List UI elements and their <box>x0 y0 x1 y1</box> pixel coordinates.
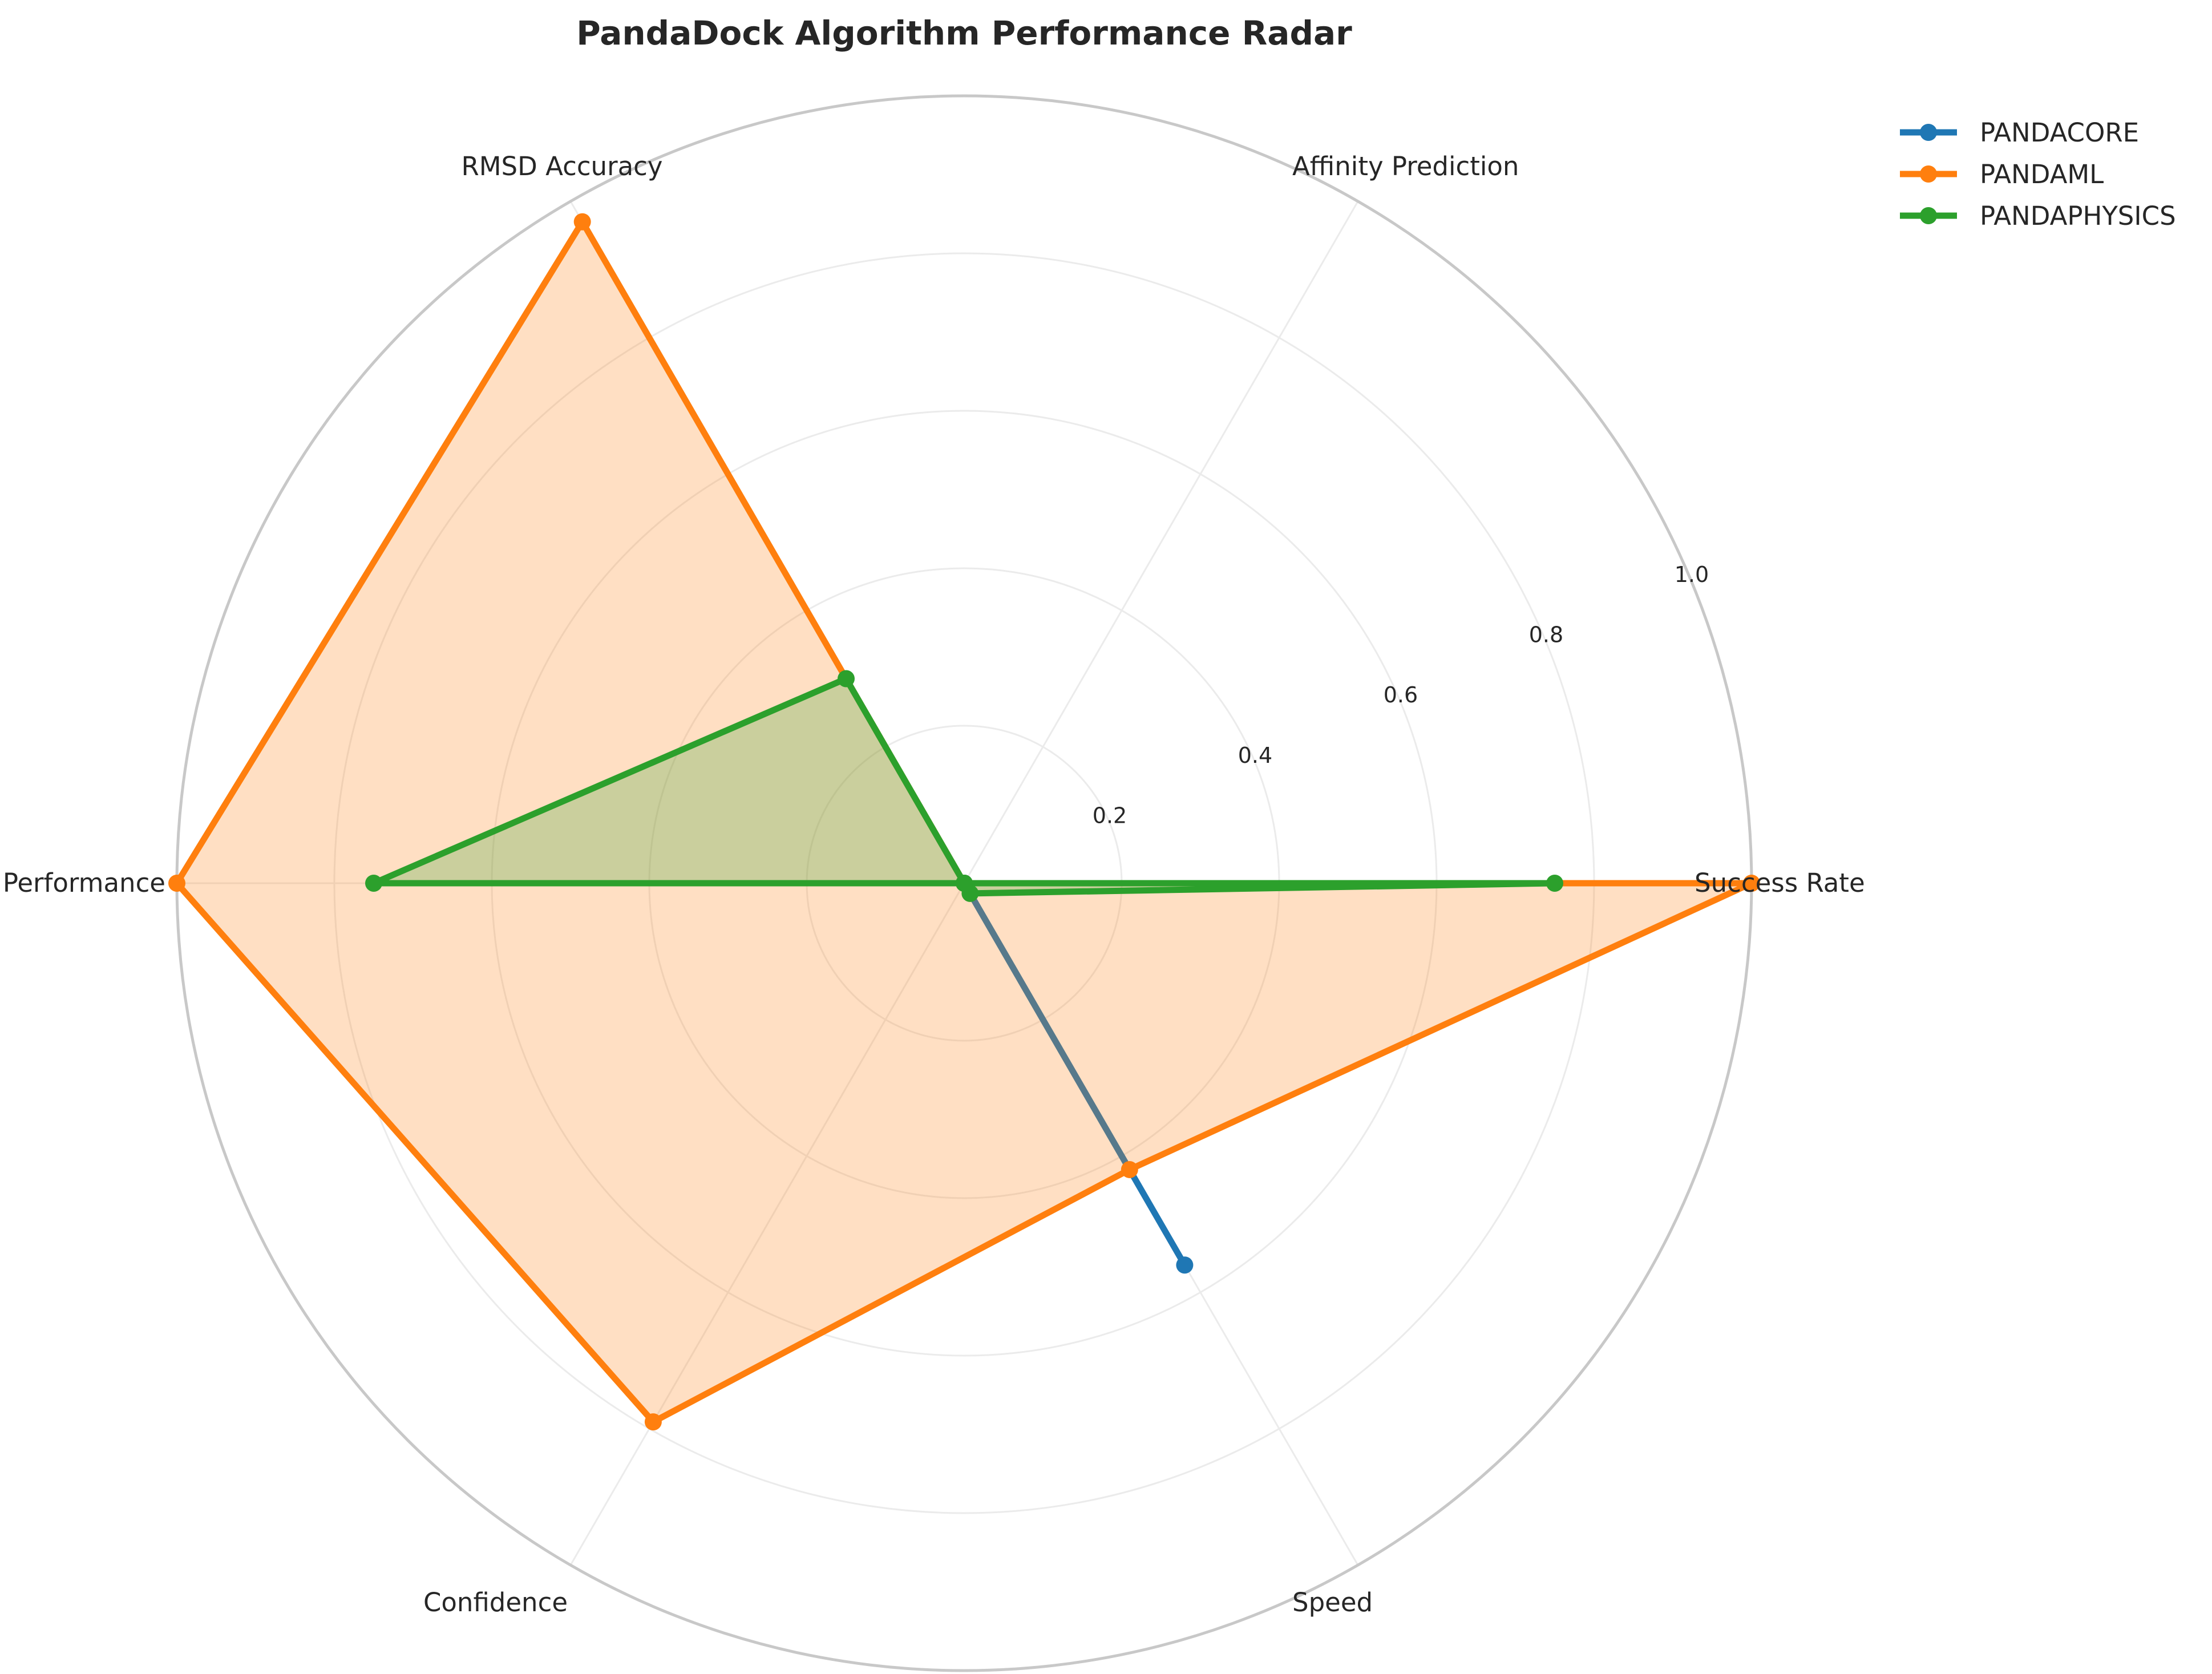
axis-label: RMSD Accuracy <box>461 151 662 181</box>
radial-tick-label: 0.8 <box>1529 622 1563 648</box>
radial-gridline <box>569 883 965 1566</box>
data-point <box>1176 1256 1194 1274</box>
radial-tick-label: 0.4 <box>1238 743 1272 768</box>
data-point <box>168 875 185 892</box>
axis-label: Speed <box>1292 1587 1373 1618</box>
radial-gridline <box>963 201 1359 884</box>
chart-title: PandaDock Algorithm Performance Radar <box>576 14 1352 52</box>
legend: PANDACORE PANDAML PANDAPHYSICS <box>1900 118 2176 231</box>
data-point <box>961 884 979 902</box>
radar-labels: 0.2 0.4 0.6 0.8 1.0 Success Rate Affinity Pred… <box>0 151 1865 1618</box>
data-point <box>644 1413 662 1431</box>
data-point <box>1121 1161 1138 1178</box>
axis-label: Affinity Prediction <box>1292 151 1519 181</box>
series-area <box>374 678 1555 893</box>
axis-label: Metal Performance <box>0 868 165 898</box>
radial-tick-label: 0.2 <box>1093 803 1127 828</box>
series-area <box>177 221 1752 1422</box>
data-point <box>365 875 382 892</box>
radial-tick-label: 0.6 <box>1384 682 1418 707</box>
data-point <box>573 213 591 231</box>
axis-label: Success Rate <box>1695 868 1865 898</box>
legend-label: PANDAML <box>1980 159 2104 189</box>
legend-label: PANDACORE <box>1980 118 2139 148</box>
legend-marker <box>1920 165 1937 183</box>
axis-label: Confidence <box>423 1587 568 1618</box>
data-point <box>1546 875 1563 892</box>
data-point <box>1743 875 1760 892</box>
radar-series <box>168 213 1760 1431</box>
legend-marker <box>1920 124 1937 141</box>
data-point <box>838 670 855 688</box>
legend-marker <box>1920 207 1937 224</box>
radial-tick-label: 1.0 <box>1675 562 1709 587</box>
legend-label: PANDAPHYSICS <box>1980 201 2176 231</box>
